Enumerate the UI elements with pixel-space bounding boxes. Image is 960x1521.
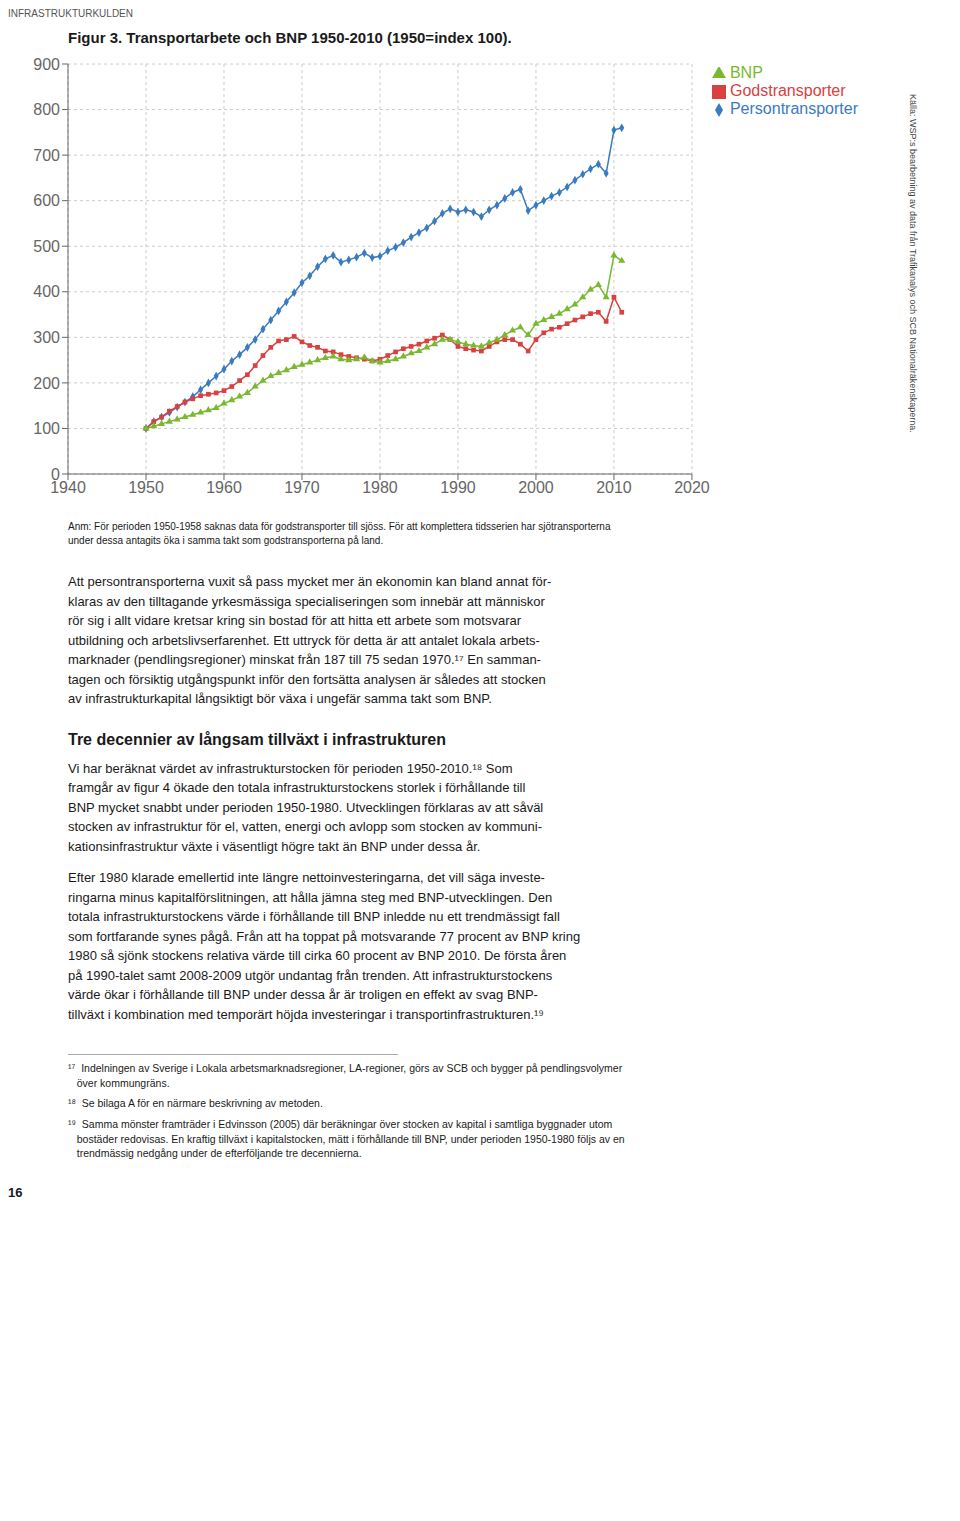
svg-text:0: 0 bbox=[51, 466, 60, 483]
html-text:Figur 3. Transportarbete och B: Figur 3. Transportarbete och BNP 1950-20… bbox=[68, 29, 512, 46]
html-text:Att persontransporterna vuxit: Att persontransporterna vuxit så pass my… bbox=[68, 574, 552, 706]
svg-text:200: 200 bbox=[33, 375, 60, 392]
html-text:¹⁹ Samma mönster framträder i: ¹⁹ Samma mönster framträder i Edvinsson … bbox=[68, 1118, 625, 1160]
html-text:¹⁸ Se bilaga A för en närmare: ¹⁸ Se bilaga A för en närmare beskrivnin… bbox=[68, 1097, 323, 1110]
html-text:Anm: För perioden 1950-1958 sa: Anm: För perioden 1950-1958 saknas data … bbox=[68, 521, 611, 546]
svg-text:600: 600 bbox=[33, 192, 60, 209]
svg-text:700: 700 bbox=[33, 147, 60, 164]
svg-text:900: 900 bbox=[33, 56, 60, 73]
svg-text:400: 400 bbox=[33, 283, 60, 300]
svg-text:800: 800 bbox=[33, 101, 60, 118]
svg-text:1940: 1940 bbox=[50, 479, 86, 497]
html-text:Godstransporter: Godstransporter bbox=[729, 82, 846, 99]
svg-text:500: 500 bbox=[33, 238, 60, 255]
html-text:Tre decennier av långsam tillv: Tre decennier av långsam tillväxt i infr… bbox=[68, 730, 446, 748]
html-text:¹⁷ Indelningen av Sverige i Lo: ¹⁷ Indelningen av Sverige i Lokala arbet… bbox=[68, 1062, 623, 1089]
svg-text:1980: 1980 bbox=[362, 479, 398, 496]
html-text:Vi har beräknat värdet av infr: Vi har beräknat värdet av infrastrukturs… bbox=[68, 760, 544, 854]
html-text:Efter 1980 klarade emellertid: Efter 1980 klarade emellertid inte längr… bbox=[68, 870, 581, 1022]
svg-text:300: 300 bbox=[33, 329, 60, 346]
html-text:Persontransporter: Persontransporter bbox=[729, 100, 858, 117]
svg-text:2000: 2000 bbox=[518, 479, 554, 496]
svg-text:1990: 1990 bbox=[440, 479, 476, 496]
html-text:Källa: WSP:s bearbetning av da: Källa: WSP:s bearbetning av data från Tr… bbox=[908, 94, 918, 433]
html-text:BNP: BNP bbox=[729, 64, 763, 81]
svg-text:2010: 2010 bbox=[596, 479, 632, 496]
svg-text:1970: 1970 bbox=[284, 479, 320, 496]
svg-text:2020: 2020 bbox=[674, 479, 710, 496]
svg-text:1950: 1950 bbox=[128, 479, 164, 496]
svg-text:1960: 1960 bbox=[206, 479, 242, 496]
svg-text:100: 100 bbox=[33, 420, 60, 437]
html-text:INFRASTRUKTURKULDEN: INFRASTRUKTURKULDEN bbox=[8, 8, 133, 19]
html-text:16: 16 bbox=[8, 1185, 23, 1201]
